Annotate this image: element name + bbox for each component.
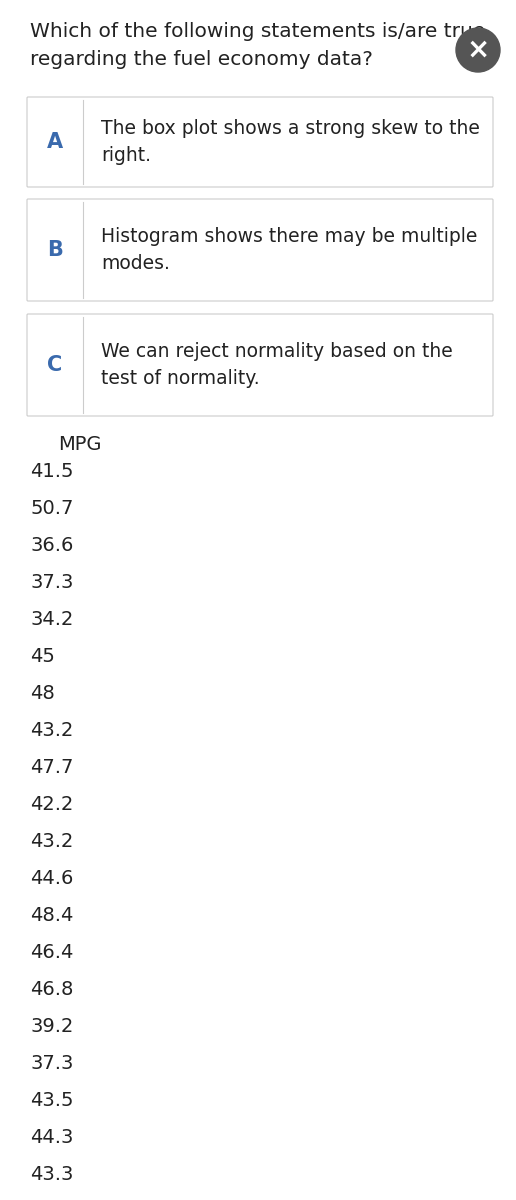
Text: 39.2: 39.2 <box>30 1018 73 1036</box>
Text: 42.2: 42.2 <box>30 794 73 814</box>
Text: MPG: MPG <box>58 434 102 454</box>
Text: ×: × <box>466 36 490 64</box>
Text: 41.5: 41.5 <box>30 462 73 481</box>
Text: 43.2: 43.2 <box>30 832 73 851</box>
Text: Histogram shows there may be multiple
modes.: Histogram shows there may be multiple mo… <box>101 227 477 274</box>
Text: 36.6: 36.6 <box>30 536 73 554</box>
Text: B: B <box>47 240 63 260</box>
Text: 43.3: 43.3 <box>30 1165 73 1184</box>
Text: We can reject normality based on the
test of normality.: We can reject normality based on the tes… <box>101 342 453 388</box>
Text: 48: 48 <box>30 684 55 703</box>
Text: 48.4: 48.4 <box>30 906 73 925</box>
Text: A: A <box>47 132 63 152</box>
Text: 47.7: 47.7 <box>30 758 73 778</box>
Text: 43.2: 43.2 <box>30 721 73 740</box>
Text: 46.4: 46.4 <box>30 943 73 962</box>
FancyBboxPatch shape <box>27 314 493 416</box>
Text: 45: 45 <box>30 647 55 666</box>
Text: C: C <box>47 355 62 374</box>
Text: regarding the fuel economy data?: regarding the fuel economy data? <box>30 50 373 68</box>
Text: 43.5: 43.5 <box>30 1091 73 1110</box>
Circle shape <box>456 28 500 72</box>
Text: 50.7: 50.7 <box>30 499 73 518</box>
Text: 44.3: 44.3 <box>30 1128 73 1147</box>
Text: 34.2: 34.2 <box>30 610 73 629</box>
Text: The box plot shows a strong skew to the
right.: The box plot shows a strong skew to the … <box>101 119 480 166</box>
Text: 44.6: 44.6 <box>30 869 73 888</box>
FancyBboxPatch shape <box>27 97 493 187</box>
Text: 37.3: 37.3 <box>30 572 73 592</box>
Text: 37.3: 37.3 <box>30 1054 73 1073</box>
Text: Which of the following statements is/are true: Which of the following statements is/are… <box>30 22 486 41</box>
Text: 46.8: 46.8 <box>30 980 73 998</box>
FancyBboxPatch shape <box>27 199 493 301</box>
